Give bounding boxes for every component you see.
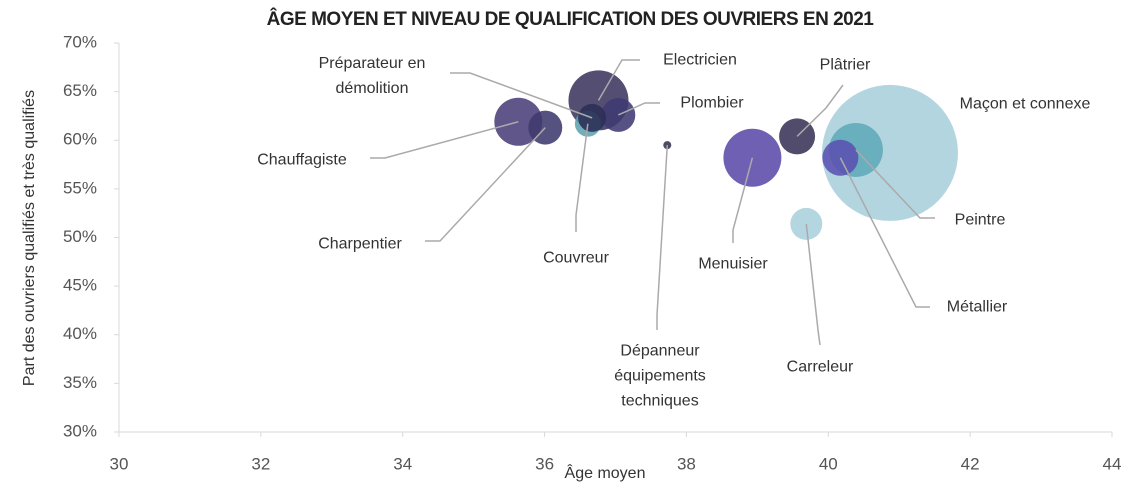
x-tick-label: 44 [1103, 454, 1122, 473]
x-tick-label: 34 [393, 454, 412, 473]
leader-line [425, 127, 546, 242]
bubble-label: Plombier [680, 94, 744, 112]
bubble-label: Electricien [663, 51, 737, 69]
bubble-label: Chauffagiste [257, 151, 347, 169]
bubble [578, 103, 607, 132]
bubble [821, 84, 958, 221]
leader-line [805, 223, 821, 346]
bubble-label: Carreleur [786, 358, 854, 376]
leader-line [732, 157, 754, 243]
leader-line [370, 121, 519, 159]
bubble-label: Dépanneur équipements techniques [614, 342, 706, 410]
y-tick-label: 55% [63, 178, 97, 197]
x-tick-label: 40 [819, 454, 838, 473]
leader-line [656, 145, 669, 330]
x-axis-label: Âge moyen [565, 463, 646, 482]
y-tick-label: 65% [63, 81, 97, 100]
bubble-label: Métallier [946, 298, 1008, 316]
bubble [723, 128, 782, 187]
leader-line [618, 102, 660, 116]
leader-line [597, 59, 640, 101]
x-tick-label: 36 [535, 454, 554, 473]
bubble-label: Peintre [954, 211, 1006, 229]
bubble-label: Menuisier [698, 255, 768, 273]
bubble-label: Couvreur [543, 249, 609, 267]
bubble-label: Charpentier [318, 235, 402, 253]
bubble-label: Plâtrier [819, 56, 871, 74]
x-tick-label: 32 [251, 454, 270, 473]
bubble-label: Maçon et connexe [959, 95, 1091, 113]
x-tick-label: 30 [110, 454, 129, 473]
leader-line [575, 123, 589, 232]
chart-title: ÂGE MOYEN ET NIVEAU DE QUALIFICATION DES… [267, 8, 875, 30]
y-axis-label: Part des ouvriers qualifiés et très qual… [21, 90, 38, 386]
leader-line [839, 157, 930, 308]
y-tick-label: 40% [63, 324, 97, 343]
bubble-label: Préparateur en démolition [318, 55, 426, 97]
y-tick-label: 50% [63, 227, 97, 246]
leader-line [450, 72, 593, 119]
y-tick-label: 45% [63, 276, 97, 295]
y-tick-label: 60% [63, 130, 97, 149]
x-tick-label: 42 [961, 454, 980, 473]
y-tick-label: 35% [63, 373, 97, 392]
leader-line [796, 84, 844, 137]
x-tick-label: 38 [677, 454, 696, 473]
y-tick-label: 30% [63, 421, 97, 440]
leader-line [855, 149, 935, 219]
y-tick-label: 70% [63, 32, 97, 51]
